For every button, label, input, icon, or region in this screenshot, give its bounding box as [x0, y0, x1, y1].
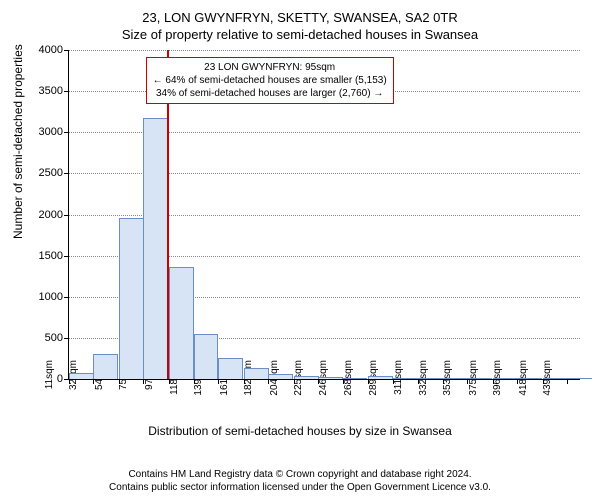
x-axis-label: Distribution of semi-detached houses by …: [0, 424, 600, 438]
ytick-label: 4000: [39, 44, 63, 56]
plot-area: 0500100015002000250030003500400011sqm32s…: [68, 50, 580, 380]
xtick-label: 268sqm: [343, 358, 354, 408]
xtick-label: 375sqm: [468, 358, 479, 408]
ytick: [64, 132, 69, 133]
ytick-label: 3500: [39, 85, 63, 97]
annotation-line3: 34% of semi-detached houses are larger (…: [153, 87, 387, 100]
xtick-label: 11sqm: [44, 358, 55, 408]
histogram-bar: [194, 334, 219, 379]
histogram-bar: [143, 118, 168, 379]
histogram-bar: [567, 378, 592, 379]
ytick: [64, 173, 69, 174]
histogram-bar: [93, 354, 118, 379]
histogram-bar: [169, 267, 194, 379]
ytick: [64, 297, 69, 298]
annotation-line2: ← 64% of semi-detached houses are smalle…: [153, 74, 387, 87]
histogram-bar: [493, 378, 518, 379]
xtick-label: 418sqm: [518, 358, 529, 408]
histogram-bar: [467, 378, 492, 379]
xtick-label: 439sqm: [542, 358, 553, 408]
ytick-label: 1000: [39, 291, 63, 303]
xtick-label: 182sqm: [243, 358, 254, 408]
xtick-label: 332sqm: [418, 358, 429, 408]
xtick-label: 311sqm: [393, 358, 404, 408]
histogram-bar: [318, 377, 343, 379]
histogram-bar: [268, 374, 293, 379]
histogram-bar: [294, 376, 319, 379]
histogram-bar: [218, 358, 243, 379]
ytick: [64, 338, 69, 339]
histogram-bar: [119, 218, 144, 379]
annotation-line1: 23 LON GWYNFRYN: 95sqm: [153, 61, 387, 74]
chart-container: Number of semi-detached properties 05001…: [0, 42, 600, 436]
y-axis-label: Number of semi-detached properties: [11, 44, 25, 239]
xtick-label: 289sqm: [368, 358, 379, 408]
title-subtitle: Size of property relative to semi-detach…: [0, 25, 600, 42]
xtick-label: 204sqm: [269, 358, 280, 408]
histogram-bar: [517, 378, 542, 379]
ytick-label: 1500: [39, 250, 63, 262]
annotation-box: 23 LON GWYNFRYN: 95sqm ← 64% of semi-det…: [146, 57, 394, 104]
footer-line2: Contains public sector information licen…: [0, 481, 600, 494]
footer-line1: Contains HM Land Registry data © Crown c…: [0, 468, 600, 481]
ytick-label: 0: [57, 373, 63, 385]
histogram-bar: [368, 376, 393, 379]
ytick-label: 500: [45, 332, 63, 344]
footer-attribution: Contains HM Land Registry data © Crown c…: [0, 468, 600, 494]
histogram-bar: [69, 373, 94, 379]
ytick: [64, 256, 69, 257]
ytick-label: 3000: [39, 126, 63, 138]
ytick-label: 2500: [39, 167, 63, 179]
ytick: [64, 215, 69, 216]
ytick: [64, 91, 69, 92]
ytick-label: 2000: [39, 209, 63, 221]
xtick-label: 225sqm: [293, 358, 304, 408]
gridline: [69, 50, 580, 51]
histogram-bar: [244, 368, 269, 380]
xtick-label: 246sqm: [318, 358, 329, 408]
xtick: [567, 379, 568, 384]
xtick-label: 353sqm: [442, 358, 453, 408]
histogram-bar: [418, 378, 443, 379]
title-address: 23, LON GWYNFRYN, SKETTY, SWANSEA, SA2 0…: [0, 0, 600, 25]
histogram-bar: [393, 378, 418, 379]
xtick-label: 32sqm: [68, 358, 79, 408]
ytick: [64, 50, 69, 51]
xtick-label: 396sqm: [492, 358, 503, 408]
histogram-bar: [543, 378, 568, 379]
histogram-bar: [343, 378, 368, 379]
histogram-bar: [443, 378, 468, 379]
